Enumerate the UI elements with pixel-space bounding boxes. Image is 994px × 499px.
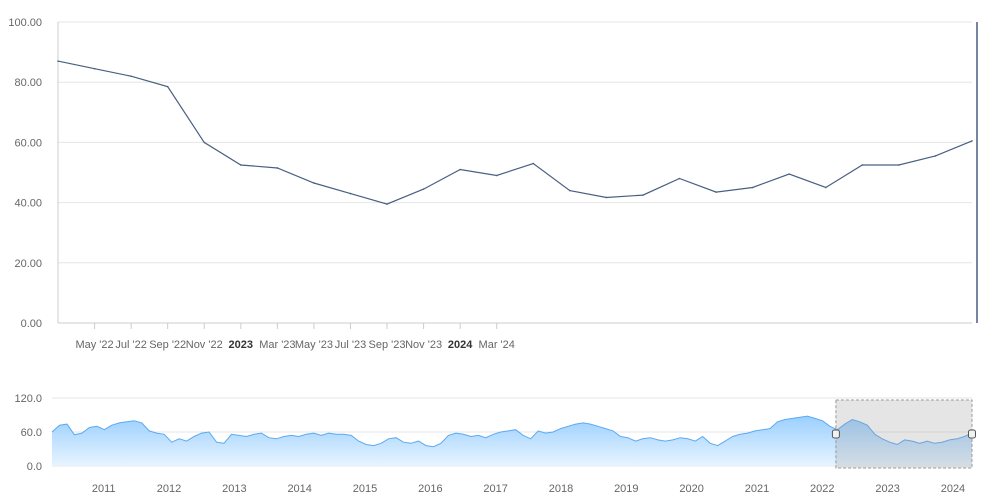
main-data-point: [934, 155, 937, 157]
main-data-point: [751, 186, 754, 189]
main-data-point: [166, 85, 169, 88]
main-x-tick-label: Sep '22: [149, 339, 186, 351]
main-data-point: [130, 75, 132, 77]
main-x-tick-label: Jul '23: [335, 339, 366, 351]
navigator-x-tick-label: 2016: [418, 483, 442, 495]
main-y-tick-label: 100.00: [8, 17, 42, 29]
navigator-x-tick-label: 2015: [353, 483, 377, 495]
main-data-point: [861, 164, 864, 166]
main-y-tick-label: 40.00: [14, 198, 42, 210]
navigator-x-tick-label: 2018: [549, 483, 573, 495]
navigator-y-tick-label: 60.0: [21, 427, 42, 439]
navigator-x-tick-label: 2022: [810, 483, 834, 495]
main-data-point: [495, 174, 498, 177]
main-data-point: [93, 67, 96, 70]
main-series: [57, 60, 973, 205]
navigator-selected-range[interactable]: [835, 399, 973, 469]
main-x-tick-label: Jul '22: [115, 339, 146, 351]
navigator-x-axis-labels: 2011 2012 2013 2014 2015 2016 2017 2018 2019 2020…: [92, 483, 965, 495]
navigator-area-fill: [52, 416, 972, 466]
main-data-point: [788, 173, 790, 175]
main-data-point: [349, 192, 352, 195]
main-y-tick-label: 80.00: [14, 77, 42, 89]
main-y-axis-labels: 0.00 20.00 40.00 60.00 80.00 100.00: [8, 17, 42, 330]
main-x-tick-label: 2024: [448, 339, 473, 351]
main-x-tick-label: Nov '23: [405, 339, 442, 351]
main-data-point: [532, 162, 535, 165]
main-data-point: [824, 186, 827, 189]
navigator-selection[interactable]: [831, 399, 976, 469]
main-x-tick-label: Sep '23: [369, 339, 406, 351]
main-x-tick-label: 2023: [229, 339, 253, 351]
main-gridlines: [57, 21, 972, 324]
navigator-x-tick-label: 2023: [875, 483, 899, 495]
navigator-x-tick-label: 2024: [941, 483, 965, 495]
main-data-point: [313, 182, 315, 184]
main-data-point: [971, 140, 973, 142]
navigator-x-tick-label: 2013: [222, 483, 246, 495]
navigator-x-tick-label: 2012: [157, 483, 181, 495]
navigator-x-tick-label: 2011: [92, 483, 116, 495]
main-series-line: [57, 60, 973, 205]
main-data-point: [276, 167, 279, 169]
main-data-point: [422, 188, 425, 190]
main-data-point: [605, 196, 608, 199]
main-x-tick-label: Mar '24: [479, 339, 515, 351]
main-data-point: [715, 191, 717, 193]
main-y-tick-label: 0.00: [21, 318, 42, 330]
navigator-left-handle[interactable]: [831, 429, 840, 439]
main-y-tick-label: 20.00: [14, 258, 42, 270]
navigator-x-tick-label: 2017: [483, 483, 507, 495]
main-data-point: [459, 168, 461, 171]
main-x-tick-label: May '22: [75, 339, 113, 351]
main-data-point: [240, 164, 242, 166]
main-data-point: [57, 60, 59, 62]
main-y-tick-label: 60.00: [14, 137, 42, 149]
main-x-axis-labels: May '22 Jul '22 Sep '22 Nov '22 2023 Mar '23 M…: [75, 323, 515, 351]
navigator-y-tick-label: 120.0: [14, 393, 42, 405]
navigator-x-tick-label: 2020: [679, 483, 703, 495]
navigator-y-tick-label: 0.0: [27, 461, 42, 473]
navigator-right-handle[interactable]: [968, 429, 976, 439]
main-data-point: [203, 141, 206, 144]
main-data-point: [569, 189, 571, 192]
main-data-point: [386, 203, 388, 205]
main-x-tick-label: Nov '22: [186, 339, 223, 351]
navigator-series-line: [51, 415, 973, 448]
main-data-point: [642, 194, 644, 196]
main-x-tick-label: Mar '23: [259, 339, 295, 351]
navigator-x-tick-label: 2021: [745, 483, 769, 495]
navigator-y-axis-labels: 0.0 60.0 120.0: [14, 393, 42, 473]
main-data-point: [898, 164, 900, 166]
navigator-x-tick-label: 2014: [287, 483, 311, 495]
navigator-x-tick-label: 2019: [614, 483, 638, 495]
main-data-point: [678, 177, 681, 180]
main-x-tick-label: May '23: [295, 339, 333, 351]
navigator-series: [51, 415, 973, 466]
